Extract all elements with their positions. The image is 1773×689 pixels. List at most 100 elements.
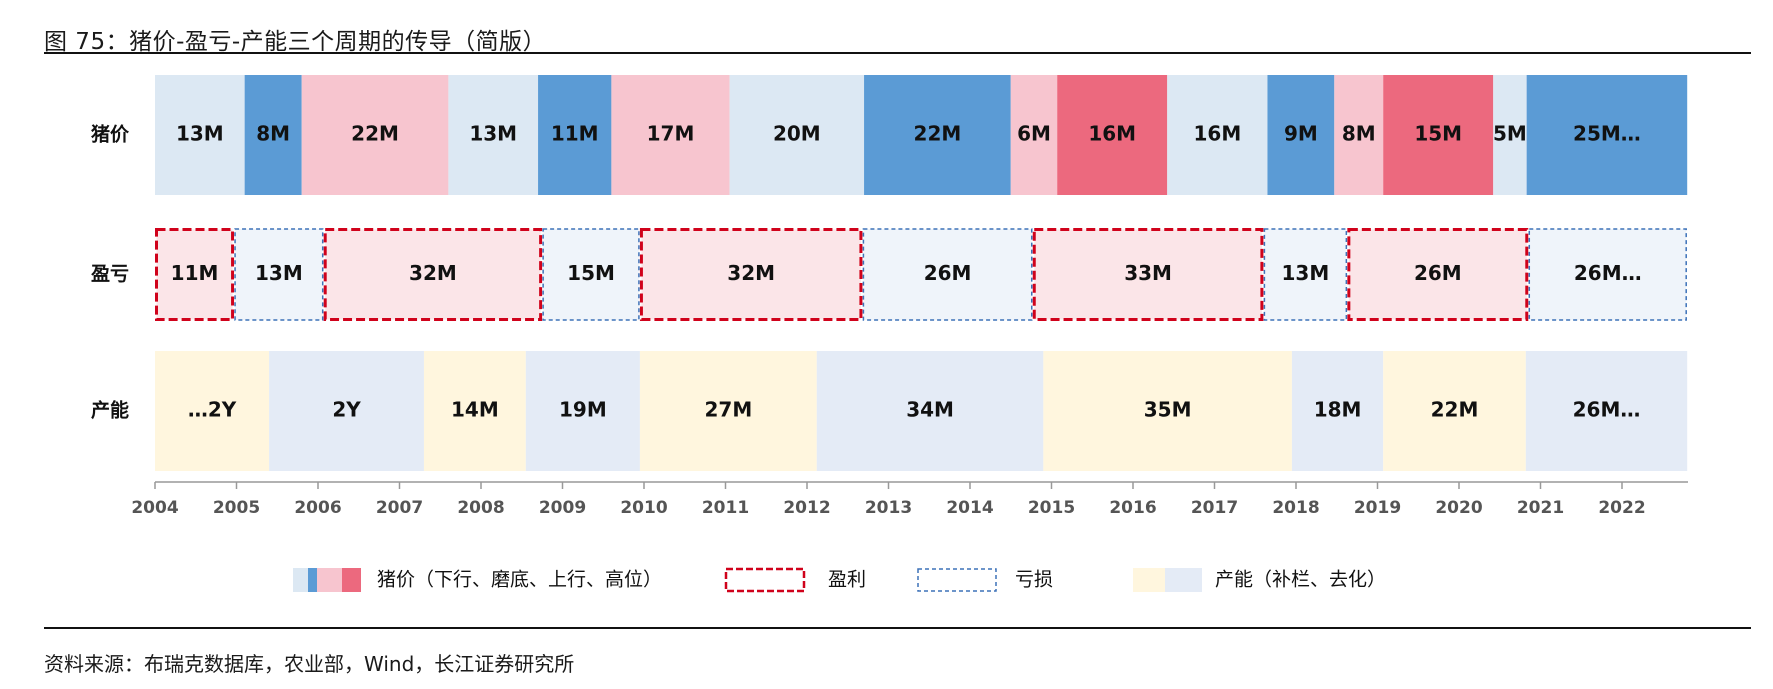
- x-tick-label-2014: 2014: [946, 498, 993, 518]
- segment-price-8: [864, 75, 1011, 195]
- segment-price-2-label: 8M: [256, 122, 290, 146]
- legend-swatch-price-2: [308, 568, 317, 592]
- segment-price-14-label: 15M: [1414, 122, 1462, 146]
- row-label-capacity: 产能: [91, 399, 129, 422]
- title-rule: [44, 52, 1751, 54]
- segment-profit-loss-3-label: 32M: [409, 261, 457, 285]
- segment-profit-loss-2-label: 13M: [255, 261, 303, 285]
- segment-price-10: [1057, 75, 1168, 195]
- legend-label-price: 猪价（下行、磨底、上行、高位）: [377, 569, 662, 591]
- segment-capacity-2-label: 2Y: [332, 398, 361, 422]
- x-tick-label-2008: 2008: [457, 498, 504, 518]
- x-tick-label-2013: 2013: [865, 498, 912, 518]
- segment-capacity-1-label: …2Y: [188, 398, 237, 422]
- segment-profit-loss-10: [1528, 228, 1687, 321]
- x-tick-label-2004: 2004: [131, 498, 178, 518]
- legend-swatch-profit: [724, 567, 806, 593]
- legend-label-loss: 亏损: [1015, 569, 1053, 591]
- segment-price-5: [538, 75, 612, 195]
- segment-price-4: [448, 75, 539, 195]
- segment-capacity-2: [269, 351, 424, 471]
- segment-profit-loss-8: [1263, 228, 1348, 321]
- row-label-profit-loss: 盈亏: [90, 263, 129, 285]
- segment-profit-loss-7-label: 33M: [1124, 261, 1172, 285]
- legend-swatch-price-4: [342, 568, 361, 592]
- segment-price-1-label: 13M: [176, 122, 224, 146]
- segment-price-14: [1383, 75, 1494, 195]
- segment-price-3-label: 22M: [351, 122, 399, 146]
- cycle-chart: 猪价 13M 8M 22M 13M 11M 17M 20M 22M 6M 16M 16M 9M 8M 15M…: [90, 75, 1688, 593]
- segment-capacity-7: [1043, 351, 1292, 471]
- segment-profit-loss-5: [639, 228, 863, 321]
- legend-swatch-price-1: [293, 568, 308, 592]
- x-tick-label-2006: 2006: [294, 498, 341, 518]
- legend-swatch-capacity-add: [1133, 568, 1165, 592]
- segment-capacity-5-label: 27M: [704, 398, 752, 422]
- segment-profit-loss-9: [1347, 228, 1529, 321]
- segment-capacity-6-label: 34M: [906, 398, 954, 422]
- segment-capacity-6: [816, 351, 1044, 471]
- legend-label-profit: 盈利: [828, 569, 866, 591]
- segment-price-13: [1334, 75, 1384, 195]
- segment-profit-loss-8-label: 13M: [1282, 261, 1330, 285]
- segment-price-7-label: 20M: [773, 122, 821, 146]
- segment-price-4-label: 13M: [469, 122, 517, 146]
- segment-price-9-label: 6M: [1017, 122, 1051, 146]
- segment-capacity-10: [1525, 351, 1688, 471]
- segment-profit-loss-4-label: 15M: [567, 261, 615, 285]
- segment-capacity-3: [423, 351, 526, 471]
- segment-capacity-4-label: 19M: [559, 398, 607, 422]
- segment-price-9: [1010, 75, 1058, 195]
- x-tick-label-2007: 2007: [376, 498, 423, 518]
- segment-profit-loss-9-label: 26M: [1414, 261, 1462, 285]
- segment-price-16-label: 25M…: [1573, 122, 1641, 146]
- segment-profit-loss-7: [1032, 228, 1264, 321]
- x-tick-label-2017: 2017: [1191, 498, 1238, 518]
- segment-profit-loss-4: [542, 228, 640, 321]
- x-tick-label-2009: 2009: [539, 498, 586, 518]
- x-tick-label-2019: 2019: [1354, 498, 1401, 518]
- x-tick-label-2020: 2020: [1435, 498, 1482, 518]
- legend-swatch-price-3: [317, 568, 342, 592]
- x-tick-label-2010: 2010: [620, 498, 667, 518]
- segment-price-3: [301, 75, 449, 195]
- segment-profit-loss-1-label: 11M: [171, 261, 219, 285]
- segment-price-11-label: 16M: [1193, 122, 1241, 146]
- segment-price-8-label: 22M: [914, 122, 962, 146]
- segment-capacity-5: [639, 351, 817, 471]
- segment-capacity-9: [1383, 351, 1526, 471]
- x-tick-label-2005: 2005: [213, 498, 260, 518]
- segment-profit-loss-2: [234, 228, 324, 321]
- x-tick-label-2021: 2021: [1517, 498, 1564, 518]
- segment-profit-loss-3: [323, 228, 543, 321]
- legend-swatch-loss: [917, 568, 997, 592]
- segment-price-10-label: 16M: [1088, 122, 1136, 146]
- source-rule: [44, 627, 1751, 629]
- segment-capacity-1: [155, 351, 270, 471]
- row-label-price: 猪价: [90, 124, 130, 146]
- segment-price-6: [611, 75, 730, 195]
- segment-capacity-10-label: 26M…: [1573, 398, 1641, 422]
- segment-price-5-label: 11M: [551, 122, 599, 146]
- segment-price-6-label: 17M: [647, 122, 695, 146]
- x-tick-label-2018: 2018: [1272, 498, 1319, 518]
- segment-capacity-9-label: 22M: [1431, 398, 1479, 422]
- segment-price-2: [244, 75, 302, 195]
- segment-capacity-8: [1291, 351, 1384, 471]
- segment-profit-loss-1: [155, 228, 235, 321]
- source-note: 资料来源：布瑞克数据库，农业部，Wind，长江证券研究所: [44, 652, 575, 676]
- segment-price-15-label: 5M: [1493, 122, 1527, 146]
- segment-price-12-label: 9M: [1284, 122, 1318, 146]
- x-tick-label-2022: 2022: [1598, 498, 1645, 518]
- segment-price-7: [729, 75, 865, 195]
- segment-profit-loss-6-label: 26M: [924, 261, 972, 285]
- x-tick-label-2011: 2011: [702, 498, 749, 518]
- x-tick-label-2012: 2012: [783, 498, 830, 518]
- segment-profit-loss-5-label: 32M: [727, 261, 775, 285]
- segment-capacity-7-label: 35M: [1144, 398, 1192, 422]
- segment-price-11: [1167, 75, 1268, 195]
- segment-price-15: [1493, 75, 1527, 195]
- legend-label-capacity: 产能（补栏、去化）: [1215, 569, 1386, 591]
- chart-title: 图 75：猪价-盈亏-产能三个周期的传导（简版）: [44, 29, 547, 55]
- x-tick-label-2016: 2016: [1109, 498, 1156, 518]
